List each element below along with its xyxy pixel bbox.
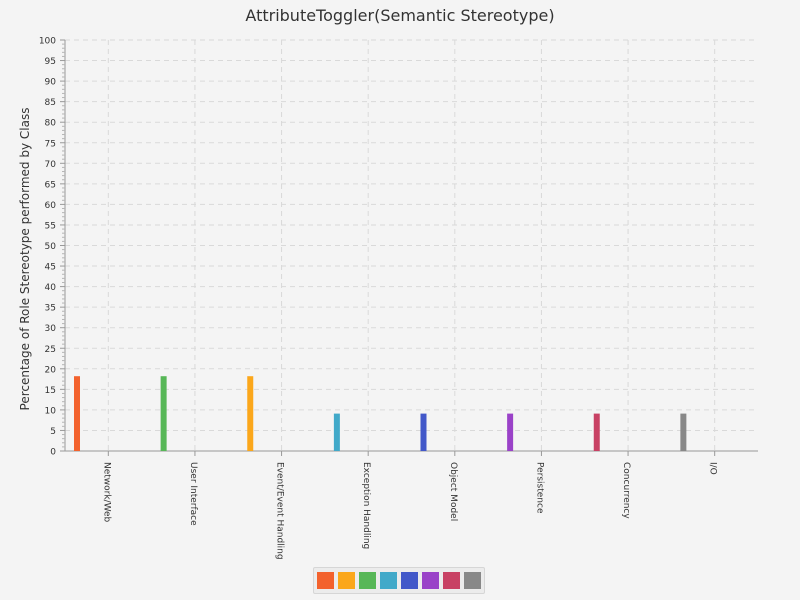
bar [593, 413, 600, 451]
x-tick-label: I/O [708, 462, 718, 475]
bar [74, 376, 80, 451]
x-tick-label: Network/Web [101, 462, 111, 523]
grid-lines [65, 39, 758, 451]
y-tick-label: 45 [45, 263, 56, 273]
y-tick-label: 20 [45, 365, 57, 375]
y-tick-label: 70 [45, 160, 57, 170]
legend-swatch [380, 572, 397, 589]
x-tick-labels: Network/Web User Interface Event/Event Han… [101, 451, 718, 560]
bar [333, 413, 340, 451]
bar [680, 413, 687, 451]
x-tick-label: Exception Handling [361, 462, 371, 549]
y-ticks: 0 5 10 15 20 25 30 35 40 45 50 55 60 65 70 75 80 85 90 95 10… [39, 37, 65, 458]
x-tick-label: Object Model [448, 462, 458, 521]
y-tick-label: 10 [45, 406, 57, 416]
y-tick-label: 40 [45, 283, 57, 293]
y-tick-label: 55 [45, 221, 56, 231]
y-tick-label: 90 [45, 78, 57, 88]
legend-swatch [401, 572, 418, 589]
y-tick-label: 0 [50, 448, 56, 458]
bar [160, 376, 167, 451]
x-tick-label: User Interface [188, 462, 198, 526]
bar [247, 376, 254, 451]
x-tick-label: Persistence [534, 462, 544, 514]
y-tick-label: 75 [45, 139, 56, 149]
legend-swatch [443, 572, 460, 589]
x-tick-label: Event/Event Handling [275, 462, 285, 560]
y-tick-label: 65 [45, 180, 56, 190]
legend-swatch [317, 572, 334, 589]
y-tick-label: 35 [45, 304, 56, 314]
y-tick-label: 25 [45, 345, 56, 355]
y-tick-label: 60 [45, 201, 57, 211]
y-tick-label: 85 [45, 98, 56, 108]
y-tick-label: 30 [45, 324, 57, 334]
legend-swatch [464, 572, 481, 589]
legend-swatch [359, 572, 376, 589]
y-tick-label: 100 [39, 37, 56, 47]
bars [74, 376, 687, 451]
chart-title: AttributeToggler(Semantic Stereotype) [245, 6, 555, 25]
bar [420, 413, 427, 451]
y-tick-label: 95 [45, 57, 56, 67]
y-tick-label: 80 [45, 119, 57, 129]
y-axis-label: Percentage of Role Stereotype performed … [18, 108, 32, 411]
bar [507, 413, 514, 451]
x-tick-label: Concurrency [621, 462, 631, 519]
legend [313, 567, 485, 594]
legend-swatch [422, 572, 439, 589]
y-tick-label: 5 [50, 427, 56, 437]
y-tick-label: 15 [45, 386, 56, 396]
legend-swatch [338, 572, 355, 589]
y-tick-label: 50 [45, 242, 57, 252]
